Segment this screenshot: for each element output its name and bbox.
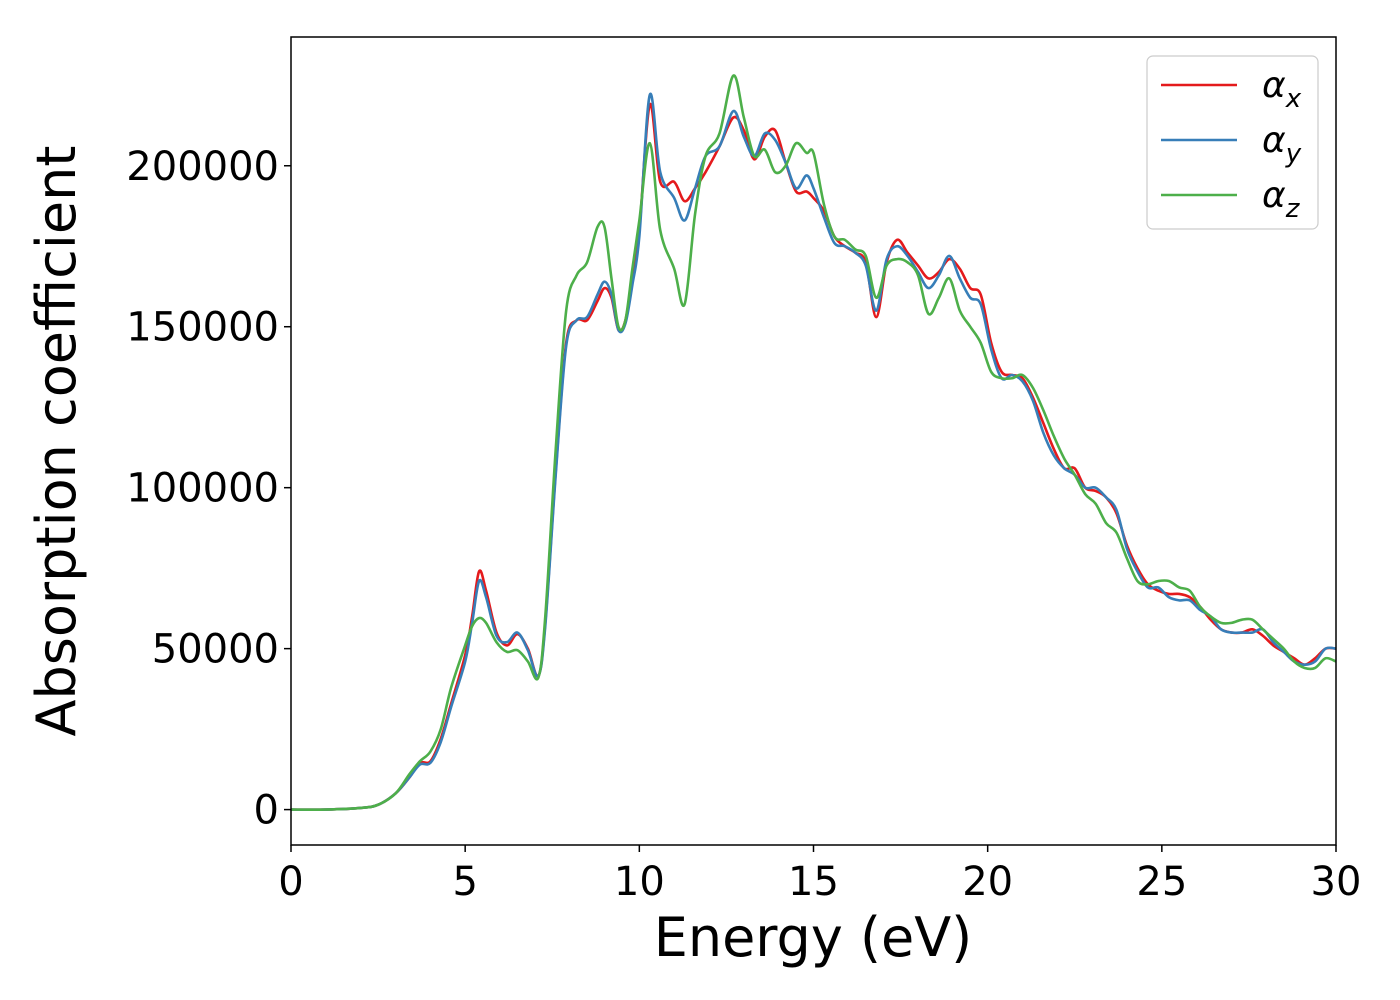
legend-label-x: αx	[1262, 65, 1302, 114]
legend-entries: αx αy αz	[1161, 65, 1302, 224]
y-tick-label: 150000	[126, 305, 279, 351]
legend: αx αy αz	[1146, 55, 1319, 230]
x-axis-ticks: 0 5 10 15 20 25 30	[278, 845, 1361, 905]
legend-box	[1146, 55, 1319, 230]
series-layer	[291, 74, 1336, 812]
x-tick-label: 20	[962, 859, 1013, 905]
series-line-z	[291, 74, 1336, 812]
y-axis-label: Absorption coefficient	[25, 146, 88, 737]
legend-label-z: αz	[1262, 175, 1301, 224]
y-tick-label: 0	[254, 788, 279, 834]
y-tick-label: 100000	[126, 466, 279, 512]
x-tick-label: 0	[278, 859, 303, 905]
y-tick-label: 50000	[152, 627, 279, 673]
x-tick-label: 5	[452, 859, 477, 905]
series-line-y	[291, 92, 1336, 812]
legend-label-y: αy	[1262, 120, 1302, 169]
y-tick-label: 200000	[126, 144, 279, 190]
x-tick-label: 10	[614, 859, 665, 905]
x-tick-label: 25	[1136, 859, 1187, 905]
x-tick-label: 15	[788, 859, 839, 905]
y-axis-ticks: 0 50000 100000 150000 200000	[126, 144, 291, 834]
x-axis-label: Energy (eV)	[654, 906, 973, 969]
x-tick-label: 30	[1311, 859, 1362, 905]
